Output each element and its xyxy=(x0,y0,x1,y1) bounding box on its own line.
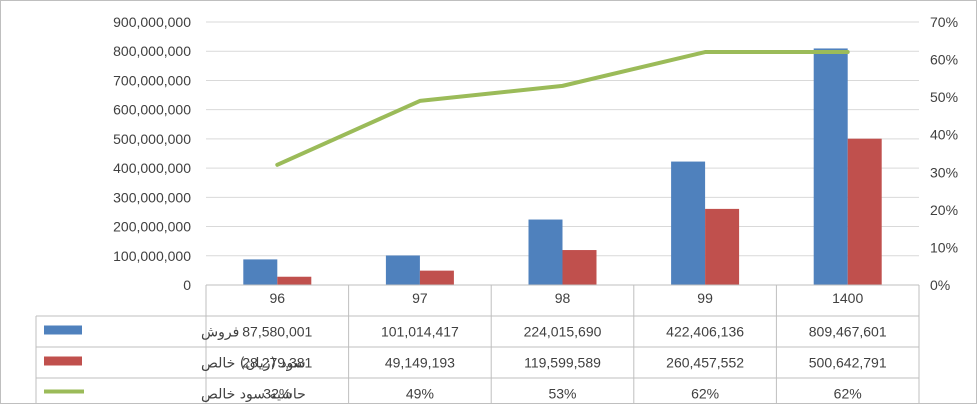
y-left-tick-label: 0 xyxy=(183,277,191,293)
y-right-tick-label: 30% xyxy=(930,164,958,180)
data-table-cell: 101,014,417 xyxy=(381,324,459,340)
bar xyxy=(243,259,278,285)
x-tick-label: 99 xyxy=(697,290,713,306)
y-left-tick-label: 700,000,000 xyxy=(113,72,191,88)
bar xyxy=(671,161,706,285)
y-right-tick-label: 0% xyxy=(930,277,950,293)
y-right-tick-label: 70% xyxy=(930,14,958,30)
legend-label: فروش xyxy=(201,325,239,341)
data-table-cell: 49,149,193 xyxy=(385,355,455,371)
bar xyxy=(277,276,312,285)
data-table-cell: 53% xyxy=(548,386,576,402)
data-table-cell: 500,642,791 xyxy=(809,355,887,371)
data-table-cell: 87,580,001 xyxy=(242,324,312,340)
legend-key xyxy=(44,356,82,366)
y-left-tick-label: 600,000,000 xyxy=(113,102,191,118)
y-left-tick-label: 200,000,000 xyxy=(113,219,191,235)
y-left-tick-label: 900,000,000 xyxy=(113,14,191,30)
y-left-tick-label: 400,000,000 xyxy=(113,160,191,176)
y-left-tick-label: 300,000,000 xyxy=(113,189,191,205)
x-tick-label: 96 xyxy=(270,290,286,306)
data-table-cell: 260,457,552 xyxy=(666,355,744,371)
bar xyxy=(385,255,420,285)
data-table-cell: 62% xyxy=(691,386,719,402)
bar xyxy=(705,208,740,285)
bar xyxy=(419,270,454,285)
bar xyxy=(562,250,597,285)
y-left-tick-label: 100,000,000 xyxy=(113,248,191,264)
y-right-tick-label: 50% xyxy=(930,89,958,105)
data-table-cell: 32% xyxy=(263,386,291,402)
data-table-cell: 224,015,690 xyxy=(524,324,602,340)
data-table-cell: 62% xyxy=(834,386,862,402)
y-right-tick-label: 20% xyxy=(930,202,958,218)
y-left-tick-label: 500,000,000 xyxy=(113,131,191,147)
bar xyxy=(813,48,848,285)
y-left-tick-label: 800,000,000 xyxy=(113,43,191,59)
x-tick-label: 98 xyxy=(555,290,571,306)
series-line xyxy=(275,50,850,167)
x-tick-label: 97 xyxy=(412,290,428,306)
y-right-tick-label: 60% xyxy=(930,52,958,68)
bar xyxy=(528,219,563,285)
data-table-cell: 28,279,381 xyxy=(242,355,312,371)
y-right-tick-label: 10% xyxy=(930,239,958,255)
y-right-tick-label: 40% xyxy=(930,127,958,143)
legend-label: سود (زیان) خالص xyxy=(201,356,306,372)
data-table-cell: 809,467,601 xyxy=(809,324,887,340)
legend-label: حاشیه سود خالص xyxy=(201,387,306,403)
legend-key xyxy=(44,325,82,335)
x-tick-label: 1400 xyxy=(832,290,863,306)
data-table-cell: 49% xyxy=(406,386,434,402)
data-table-cell: 119,599,589 xyxy=(524,355,601,371)
data-table-cell: 422,406,136 xyxy=(666,324,744,340)
bar xyxy=(847,138,882,285)
